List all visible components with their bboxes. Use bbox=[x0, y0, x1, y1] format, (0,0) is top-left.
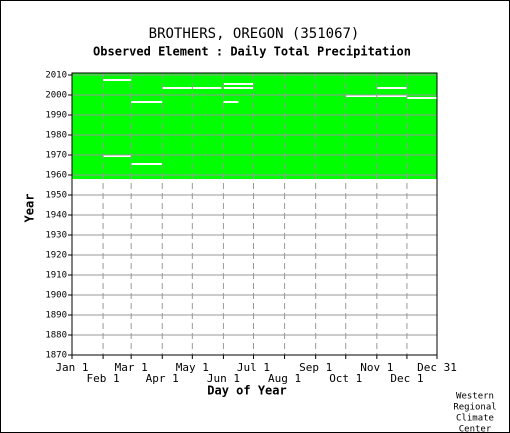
x-axis-label: Day of Year bbox=[207, 384, 286, 398]
y-tick-label: 1970 bbox=[45, 151, 67, 161]
chart-title: BROTHERS, OREGON (351067) bbox=[149, 26, 360, 42]
x-tick-label: Jun 1 bbox=[207, 372, 240, 385]
y-tick-label: 1940 bbox=[45, 211, 67, 221]
chart-subtitle: Observed Element : Daily Total Precipita… bbox=[93, 45, 411, 59]
x-tick-label: Jan 1 bbox=[55, 361, 88, 374]
y-tick-label: 1920 bbox=[45, 251, 67, 261]
credit: Western bbox=[456, 392, 494, 402]
x-tick-label: Feb 1 bbox=[87, 372, 120, 385]
x-tick-label: Mar 1 bbox=[115, 361, 148, 374]
gap bbox=[131, 101, 163, 103]
credit: Regional bbox=[453, 403, 496, 413]
y-tick-label: 1890 bbox=[45, 311, 67, 321]
y-tick-label: 1930 bbox=[45, 231, 67, 241]
x-tick-label: Dec 31 bbox=[417, 361, 457, 374]
credit: Climate bbox=[456, 414, 494, 424]
gap bbox=[223, 83, 254, 85]
y-tick-label: 1980 bbox=[45, 131, 67, 141]
plot-border bbox=[71, 72, 438, 356]
y-tick-label: 1990 bbox=[45, 111, 67, 121]
y-tick-label: 1960 bbox=[45, 171, 67, 181]
gap bbox=[376, 87, 407, 89]
y-tick-label: 1900 bbox=[45, 291, 67, 301]
y-tick-label: 2000 bbox=[45, 91, 67, 101]
gap bbox=[103, 155, 132, 157]
x-tick-label: Aug 1 bbox=[268, 372, 301, 385]
y-tick-label: 1870 bbox=[45, 351, 67, 361]
x-tick-label: Jul 1 bbox=[237, 361, 270, 374]
y-tick-label: 1910 bbox=[45, 271, 67, 281]
y-tick-label: 2010 bbox=[45, 71, 67, 81]
gap bbox=[131, 163, 163, 165]
gap bbox=[223, 101, 239, 103]
x-tick-label: Nov 1 bbox=[360, 361, 393, 374]
coverage-band bbox=[72, 73, 437, 179]
gap bbox=[103, 79, 132, 81]
y-axis-label: Year bbox=[23, 194, 37, 223]
x-tick-label: Dec 1 bbox=[390, 372, 423, 385]
credit: Center bbox=[459, 425, 492, 433]
x-tick-label: May 1 bbox=[176, 361, 209, 374]
x-tick-label: Oct 1 bbox=[329, 372, 362, 385]
y-tick-label: 1950 bbox=[45, 191, 67, 201]
x-tick-label: Apr 1 bbox=[146, 372, 179, 385]
y-tick-label: 1880 bbox=[45, 331, 67, 341]
gap bbox=[345, 95, 407, 97]
gap bbox=[162, 87, 222, 89]
gap bbox=[223, 87, 254, 89]
x-tick-label: Sep 1 bbox=[299, 361, 332, 374]
gap bbox=[406, 97, 437, 99]
